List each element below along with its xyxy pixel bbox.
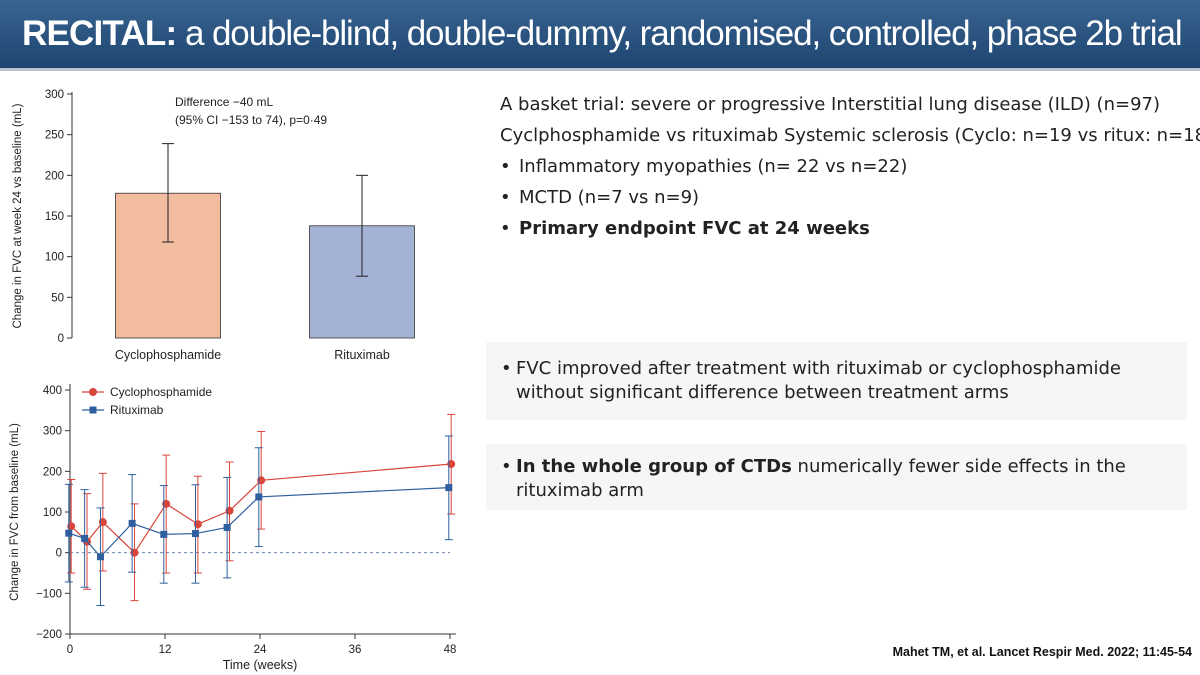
findings-box-2	[486, 444, 1187, 510]
intro-bullet: • MCTD (n=7 vs n=9)	[500, 186, 1190, 209]
chart-annotation: Difference −40 mL	[175, 95, 273, 109]
intro-bullet-text: MCTD (n=7 vs n=9)	[519, 187, 700, 208]
y-tick-label: 400	[43, 385, 62, 397]
intro-bullet-text: Inflammatory myopathies (n= 22 vs n=22)	[519, 156, 908, 177]
intro-line-2: Cyclphosphamide vs rituximab Systemic sc…	[500, 125, 1200, 146]
category-label: Rituximab	[334, 348, 390, 362]
slide-title: RECITAL: a double-blind, double-dummy, r…	[22, 10, 1192, 58]
y-tick-label: −100	[36, 588, 62, 600]
x-tick-label: 24	[254, 644, 267, 656]
finding-2-text: numerically fewer side effects in the ri…	[516, 456, 1126, 501]
line-chart: −200 −100 0 100 200 300 400 0 12 24 36 48 Cyclophosp…	[9, 384, 457, 672]
title-banner: RECITAL: a double-blind, double-dummy, r…	[0, 0, 1200, 71]
data-point	[81, 534, 89, 542]
intro-bullet: • Primary endpoint FVC at 24 weeks	[500, 217, 1190, 240]
y-tick-label: 200	[43, 466, 62, 478]
findings-box-1	[486, 342, 1187, 420]
y-tick-label: 100	[43, 507, 62, 519]
data-point	[128, 519, 136, 527]
legend-marker	[89, 388, 97, 396]
finding-2-row: • In the whole group of CTDs numerically…	[490, 455, 1185, 503]
data-point	[160, 530, 168, 538]
legend-marker	[89, 406, 97, 414]
data-point	[191, 530, 199, 538]
x-tick-label: 0	[67, 644, 73, 656]
y-tick-label: 150	[45, 211, 64, 223]
finding-1-row: • FVC improved after treatment with ritu…	[490, 357, 1185, 405]
data-point	[445, 484, 453, 492]
bullet-dot: •	[500, 218, 511, 239]
chart-annotation: (95% CI −153 to 74), p=0·49	[175, 113, 327, 127]
bullet-dot: •	[500, 156, 511, 177]
finding-2: • In the whole group of CTDs numerically…	[490, 455, 1185, 503]
finding-1: • FVC improved after treatment with ritu…	[490, 357, 1185, 405]
y-axis-title: Change in FVC at week 24 vs baseline (mL…	[12, 103, 24, 328]
x-axis-title: Time (weeks)	[223, 658, 298, 672]
legend-label: Rituximab	[110, 403, 164, 417]
y-tick-label: 200	[45, 170, 64, 182]
bullet-dot: •	[500, 187, 511, 208]
data-point	[223, 523, 231, 531]
intro-block: A basket trial: severe or progressive In…	[500, 93, 1200, 240]
category-label: Cyclophosphamide	[115, 348, 221, 362]
y-tick-label: 0	[56, 548, 62, 560]
y-tick-label: 100	[45, 252, 64, 264]
data-point	[65, 529, 73, 537]
x-tick-label: 48	[444, 644, 457, 656]
legend-label: Cyclophosphamide	[110, 385, 212, 399]
y-tick-label: 300	[45, 89, 64, 101]
data-point	[96, 553, 104, 561]
slide-title-bold: RECITAL:	[22, 14, 177, 53]
finding-2-bold: In the whole group of CTDs	[516, 456, 792, 477]
x-tick-label: 36	[349, 644, 362, 656]
y-tick-label: −200	[36, 629, 62, 641]
y-tick-label: 300	[43, 426, 62, 438]
y-tick-label: 0	[58, 333, 64, 345]
intro-bullet: • Inflammatory myopathies (n= 22 vs n=22…	[500, 155, 1190, 178]
finding-1-text: FVC improved after treatment with rituxi…	[516, 358, 1121, 403]
bullet-dot: •	[501, 358, 512, 379]
intro-line-1: A basket trial: severe or progressive In…	[500, 94, 1160, 115]
citation: Mahet TM, et al. Lancet Respir Med. 2022…	[892, 645, 1192, 659]
x-tick-label: 12	[159, 644, 172, 656]
y-tick-label: 50	[51, 292, 64, 304]
bullet-dot: •	[501, 456, 512, 477]
data-point	[255, 493, 263, 501]
intro-bullet-text-bold: Primary endpoint FVC at 24 weeks	[519, 218, 870, 239]
y-tick-label: 250	[45, 130, 64, 142]
y-axis-title: Change in FVC from baseline (mL)	[9, 423, 21, 601]
bar-chart: 0 50 100 150 200 250 300 Cyclophosphamide Rituxi…	[12, 89, 415, 362]
slide-title-rest: a double-blind, double-dummy, randomised…	[176, 14, 1183, 53]
